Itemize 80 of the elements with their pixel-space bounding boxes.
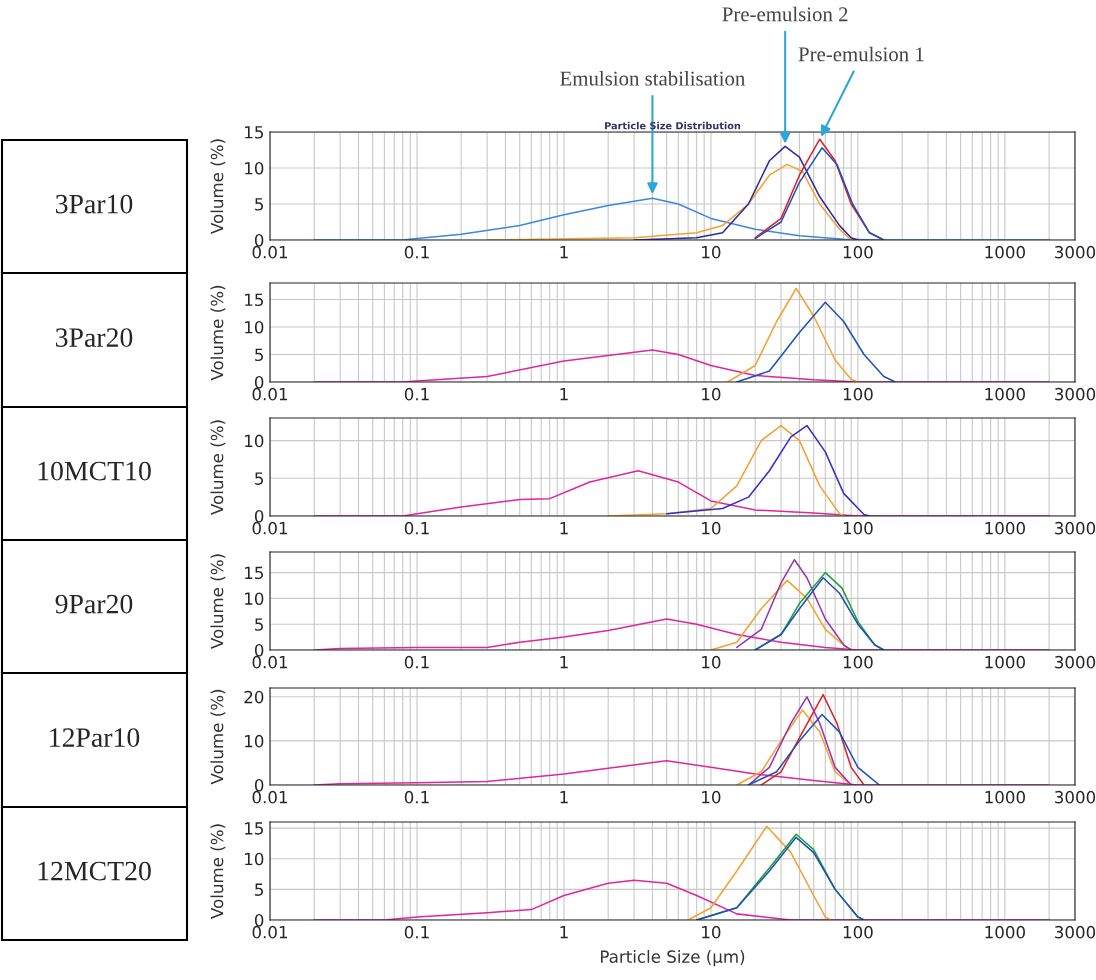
y-tick-label: 10 — [245, 434, 264, 448]
y-tick-label: 0 — [254, 778, 264, 792]
x-tick-label: 100 — [843, 925, 873, 939]
text: 3Par20 — [55, 328, 133, 347]
x-tick-label: 1000 — [985, 387, 1025, 401]
x-tick-label: 1000 — [985, 521, 1025, 535]
text: 9Par20 — [55, 594, 133, 614]
x-tick-label: 10 — [702, 387, 721, 401]
y-tick-label: 10 — [245, 592, 264, 605]
y-tick-label: 0 — [254, 643, 264, 657]
x-tick-label: 1 — [560, 388, 568, 401]
x-tick-label: 0.01 — [252, 387, 288, 401]
y-axis-title: Volume (%) — [210, 285, 226, 381]
x-tick-label: 100 — [843, 790, 873, 804]
y-tick-label: 10 — [245, 852, 264, 866]
x-tick-label: 1 — [560, 791, 568, 804]
x-tick-label: 1000 — [985, 790, 1025, 804]
y-tick-label: 5 — [255, 198, 263, 211]
x-tick-label: 3000 — [1055, 790, 1096, 804]
y-axis-title: Volume (%) — [210, 139, 226, 234]
x-tick-label: 0.01 — [252, 655, 288, 669]
x-tick-label: 1 — [560, 522, 568, 535]
x-tick-label: 10 — [702, 655, 721, 669]
annotation: Pre-emulsion 1 — [798, 46, 924, 62]
y-tick-label: 15 — [245, 126, 263, 139]
y-tick-label: 5 — [255, 472, 263, 485]
y-tick-label: 10 — [245, 320, 264, 334]
x-tick-label: 1 — [560, 246, 568, 259]
y-axis-title: Volume (%) — [210, 420, 226, 515]
x-tick-label: 1000 — [985, 245, 1025, 259]
text: 3Par10 — [55, 194, 133, 214]
x-tick-label: 0.1 — [404, 387, 429, 401]
y-tick-label: 0 — [254, 509, 264, 523]
x-axis-title: Particle Size (µm) — [601, 950, 745, 967]
x-tick-label: 10 — [702, 521, 721, 535]
y-tick-label: 20 — [244, 690, 264, 704]
text: 12MCT20 — [38, 861, 151, 881]
x-tick-label: 100 — [843, 521, 873, 535]
y-tick-label: 0 — [254, 233, 264, 247]
x-tick-label: 0.01 — [252, 790, 288, 804]
x-tick-label: 100 — [843, 245, 873, 259]
x-tick-label: 1000 — [985, 925, 1025, 939]
y-tick-label: 5 — [255, 883, 263, 896]
x-tick-label: 3000 — [1055, 925, 1096, 939]
y-tick-label: 15 — [245, 822, 263, 835]
x-tick-label: 3000 — [1055, 245, 1096, 259]
annotation: Emulsion stabilisation — [560, 70, 745, 86]
x-tick-label: 1 — [560, 926, 568, 939]
x-tick-label: 10 — [702, 790, 721, 804]
y-axis-title: Volume (%) — [210, 554, 226, 649]
y-tick-label: 15 — [245, 293, 263, 307]
x-tick-label: 0.1 — [404, 245, 429, 259]
y-axis-title: Volume (%) — [210, 689, 226, 785]
text: 10MCT10 — [38, 461, 151, 481]
x-tick-label: 0.1 — [404, 790, 429, 804]
x-tick-label: 1000 — [985, 655, 1025, 669]
annotation: Pre-emulsion 2 — [722, 6, 848, 22]
y-tick-label: 0 — [254, 913, 264, 927]
x-tick-label: 0.1 — [404, 655, 429, 669]
x-tick-label: 3000 — [1055, 387, 1096, 401]
x-tick-label: 10 — [702, 925, 721, 939]
x-tick-label: 0.01 — [252, 245, 288, 259]
y-tick-label: 15 — [245, 566, 263, 580]
text: 12Par10 — [50, 728, 140, 747]
x-tick-label: 0.01 — [252, 521, 288, 535]
x-tick-label: 0.01 — [252, 925, 288, 939]
x-tick-label: 1 — [560, 656, 568, 669]
y-tick-label: 10 — [245, 161, 264, 175]
y-tick-label: 10 — [245, 734, 264, 748]
y-tick-label: 5 — [255, 618, 263, 631]
x-tick-label: 3000 — [1055, 521, 1096, 535]
x-tick-label: 10 — [702, 245, 721, 259]
x-tick-label: 100 — [843, 387, 873, 401]
x-tick-label: 0.1 — [404, 925, 429, 939]
x-tick-label: 3000 — [1055, 655, 1096, 669]
y-tick-label: 5 — [255, 348, 263, 362]
y-axis-title: Volume (%) — [210, 824, 226, 919]
x-tick-label: 0.1 — [404, 521, 429, 535]
x-tick-label: 100 — [843, 655, 873, 669]
y-tick-label: 0 — [254, 375, 264, 389]
